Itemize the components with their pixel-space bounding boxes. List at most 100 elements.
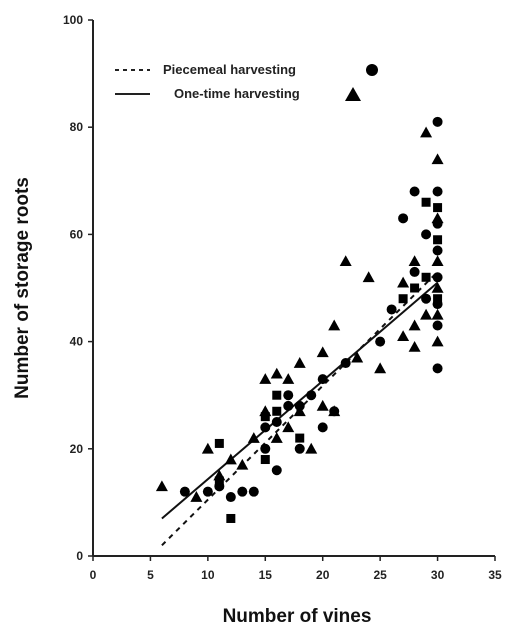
point-piecemeal [409,186,420,197]
point-piecemeal [294,443,305,454]
data-points [155,116,444,523]
point-onetime [270,367,283,379]
point-piecemeal [260,443,271,454]
point-onetime [201,442,214,454]
point-piecemeal [421,293,432,304]
x-tick-label: 15 [259,568,273,582]
point-piecemeal [271,465,282,476]
point-onetime [408,340,421,352]
point-onetime [431,212,444,224]
legend-label-onetime: One-time harvesting [174,86,300,101]
point-piecemeal [340,358,351,369]
point-onetime [236,458,249,470]
point-square [421,272,431,282]
fit-line-onetime [161,281,439,520]
point-onetime [155,480,168,492]
point-onetime [397,330,410,342]
point-onetime [431,308,444,320]
y-tick-label: 100 [63,13,83,27]
point-onetime [397,276,410,288]
legend: Piecemeal harvesting One-time harvesting [115,62,378,101]
point-onetime [224,453,237,465]
point-square [272,390,282,400]
y-tick-label: 0 [76,549,83,563]
legend-label-piecemeal: Piecemeal harvesting [163,62,296,77]
axes [92,20,495,557]
point-onetime [316,346,329,358]
point-onetime [362,271,375,283]
point-piecemeal [432,186,443,197]
point-onetime [431,335,444,347]
point-square [410,283,420,293]
y-tick-label: 80 [70,120,84,134]
point-onetime [293,357,306,368]
point-square [214,476,224,486]
x-tick-label: 20 [316,568,330,582]
point-onetime [431,255,444,266]
point-piecemeal [421,229,432,240]
point-square [272,406,282,416]
point-onetime [408,319,421,331]
x-axis-title: Number of vines [223,606,372,627]
y-tick-label: 40 [70,335,84,349]
point-piecemeal [432,272,443,283]
x-tick-label: 0 [90,568,97,582]
point-square [421,197,431,207]
point-onetime [190,491,203,502]
point-onetime [431,282,444,293]
point-piecemeal [260,422,271,433]
point-onetime [374,362,387,374]
point-onetime [339,255,352,266]
x-tick-label: 35 [488,568,502,582]
point-piecemeal [306,390,317,401]
point-square [260,455,270,465]
point-piecemeal [248,486,259,497]
point-onetime [316,399,329,411]
point-square [433,235,443,245]
x-tick-label: 5 [147,568,154,582]
legend-marker-triangle [345,87,361,101]
y-tick-label: 60 [70,227,84,241]
point-square [398,294,408,304]
point-onetime [431,153,444,165]
point-piecemeal [202,486,213,497]
point-onetime [328,319,341,331]
legend-marker-circle [366,64,378,76]
x-tick-label: 30 [431,568,445,582]
point-onetime [420,126,433,138]
y-axis-title: Number of storage roots [12,177,33,399]
point-piecemeal [317,374,328,385]
point-onetime [282,373,295,384]
y-tick-label: 20 [70,442,84,456]
point-onetime [282,421,295,433]
point-piecemeal [432,245,443,256]
point-square [295,433,305,443]
point-piecemeal [409,266,420,277]
point-piecemeal [432,320,443,331]
ticks: 0 5 10 15 20 25 30 35 0 20 40 60 80 100 [63,13,502,582]
point-onetime [420,308,433,320]
point-piecemeal [375,336,386,347]
point-piecemeal [432,363,443,374]
point-square [433,203,443,213]
point-piecemeal [179,486,190,497]
point-onetime [247,432,260,443]
point-onetime [305,442,318,454]
x-tick-label: 25 [373,568,387,582]
point-piecemeal [386,304,397,315]
point-piecemeal [271,417,282,427]
x-tick-label: 10 [201,568,215,582]
point-piecemeal [225,492,236,503]
point-square [260,412,270,422]
point-onetime [408,255,421,266]
point-piecemeal [317,422,328,433]
point-onetime [270,432,283,443]
point-onetime [293,405,306,417]
point-piecemeal [432,116,443,127]
point-piecemeal [237,486,248,497]
point-onetime [351,351,364,363]
point-piecemeal [398,213,409,224]
point-square [214,438,224,448]
point-onetime [328,405,341,417]
